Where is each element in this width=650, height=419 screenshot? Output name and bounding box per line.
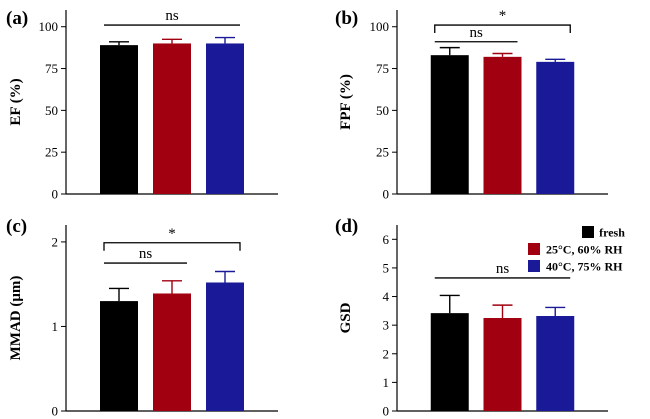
bar-3 <box>536 315 575 411</box>
y-tick-label: 100 <box>39 19 59 34</box>
y-tick-label: 0 <box>383 187 390 202</box>
y-tick-label: 2 <box>383 346 390 361</box>
y-tick-label: 100 <box>370 19 390 34</box>
legend: fresh 25°C, 60% RH 40°C, 75% RH <box>528 226 625 274</box>
y-tick-label: 6 <box>383 232 390 247</box>
y-tick-label: 5 <box>383 260 390 275</box>
significance-label: * <box>499 8 507 24</box>
significance-bracket <box>434 24 571 34</box>
legend-swatch <box>528 260 540 272</box>
y-tick-label: 4 <box>383 289 390 304</box>
legend-label: 40°C, 75% RH <box>546 260 623 274</box>
significance-bracket <box>103 242 241 251</box>
bar-1 <box>430 313 469 411</box>
bar-2 <box>483 56 522 194</box>
y-tick-label: 3 <box>383 318 390 333</box>
bar-2 <box>153 43 191 194</box>
chart-panel-4: (d) GSD 0 1 2 3 4 5 6 ns <box>335 216 608 419</box>
chart-panel-1: (a) EF (%) 0 25 50 75 100 ns <box>6 8 278 202</box>
significance-label: ns <box>165 8 179 24</box>
significance-label: ns <box>139 246 153 262</box>
legend-label: 25°C, 60% RH <box>546 243 623 257</box>
bar-3 <box>206 282 244 411</box>
y-axis-label: GSD <box>338 302 354 333</box>
y-axis-label: EF (%) <box>8 78 24 125</box>
significance-label: ns <box>469 25 483 41</box>
y-tick-label: 50 <box>376 103 389 118</box>
bar-1 <box>100 301 138 411</box>
bar-1 <box>430 55 469 194</box>
significance-label: ns <box>496 261 510 277</box>
bar-3 <box>206 43 244 194</box>
panel-label: (b) <box>335 8 358 29</box>
y-tick-label: 0 <box>52 187 59 202</box>
y-tick-label: 1 <box>52 319 59 334</box>
y-tick-label: 25 <box>45 145 58 160</box>
legend-swatch <box>528 243 540 255</box>
y-tick-label: 2 <box>52 234 59 249</box>
chart-panel-2: (b) FPF (%) 0 25 50 75 100 ns * <box>335 8 608 202</box>
y-tick-label: 50 <box>45 103 58 118</box>
bar-2 <box>483 318 522 411</box>
y-tick-label: 75 <box>376 61 389 76</box>
y-tick-label: 25 <box>376 145 389 160</box>
legend-label: fresh <box>599 226 625 240</box>
y-axis-label: MMAD (μm) <box>8 276 24 361</box>
y-tick-label: 0 <box>383 404 390 419</box>
panel-label: (d) <box>335 216 358 237</box>
bar-1 <box>100 45 138 194</box>
significance-label: * <box>168 226 176 242</box>
panel-label: (a) <box>6 8 28 29</box>
panel-label: (c) <box>6 216 27 237</box>
y-tick-label: 0 <box>52 404 59 419</box>
chart-panel-3: (c) MMAD (μm) 0 1 2 ns * <box>6 216 278 419</box>
y-tick-label: 1 <box>383 375 390 390</box>
legend-swatch <box>582 226 594 238</box>
y-tick-label: 75 <box>45 61 58 76</box>
y-axis-label: FPF (%) <box>338 74 354 130</box>
bar-2 <box>153 293 191 411</box>
bar-3 <box>536 61 575 194</box>
